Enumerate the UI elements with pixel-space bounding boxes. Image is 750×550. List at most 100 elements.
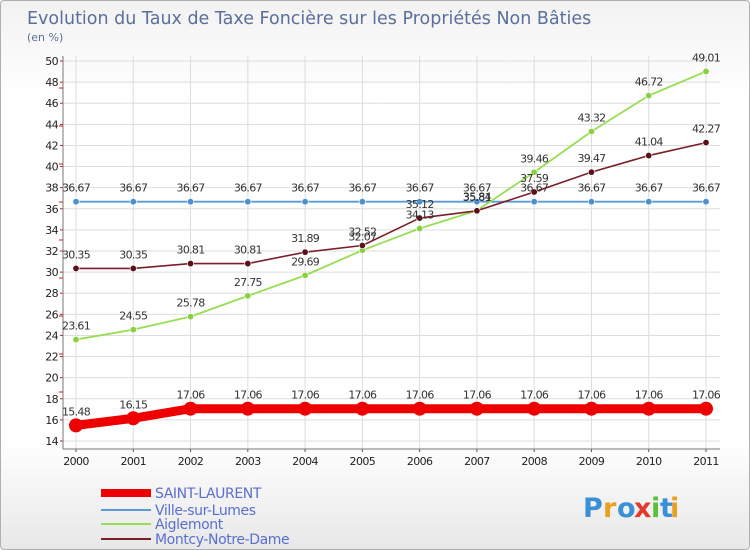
data-point: [645, 198, 653, 206]
y-tick-label: 44: [45, 118, 58, 131]
chart-title: Evolution du Taux de Taxe Foncière sur l…: [27, 9, 591, 29]
data-label: 41.04: [635, 136, 664, 149]
data-label: 29.69: [291, 255, 320, 268]
data-point: [129, 264, 137, 272]
y-tick-label: 42: [45, 139, 58, 152]
chart-subtitle: (en %): [27, 31, 63, 44]
data-point: [702, 198, 710, 206]
data-label: 17.06: [463, 389, 492, 402]
data-point: [469, 401, 484, 416]
data-label: 36.67: [291, 182, 320, 195]
data-point: [530, 168, 538, 176]
data-label: 31.89: [291, 232, 320, 245]
data-point: [72, 264, 80, 272]
y-tick-label: 40: [45, 161, 58, 174]
data-point: [645, 92, 653, 100]
y-tick-label: 32: [45, 245, 58, 258]
data-point: [530, 198, 538, 206]
data-label: 32.52: [348, 226, 376, 239]
data-point: [126, 411, 141, 426]
data-label: 36.67: [577, 182, 606, 195]
y-tick-label: 20: [45, 372, 58, 385]
logo-letter: t: [660, 493, 673, 524]
data-point: [244, 292, 252, 300]
data-label: 32.07: [348, 230, 377, 243]
y-tick-label: 22: [45, 351, 58, 364]
y-tick-label: 30: [45, 266, 58, 279]
y-tick-label: 24: [45, 329, 58, 342]
data-point: [244, 198, 252, 206]
data-point: [527, 401, 542, 416]
data-point: [355, 401, 370, 416]
data-label: 35.84: [463, 190, 492, 203]
data-label: 17.06: [692, 389, 721, 402]
data-point: [72, 336, 80, 344]
data-point: [702, 139, 710, 147]
data-label: 34.13: [406, 209, 435, 222]
data-point: [587, 168, 595, 176]
x-tick-label: 2006: [407, 455, 433, 468]
x-tick-label: 2011: [693, 455, 719, 468]
data-point: [641, 401, 656, 416]
data-label: 36.67: [635, 182, 664, 195]
x-tick-label: 2005: [350, 455, 376, 468]
data-label: 36.67: [463, 182, 492, 195]
logo-letter: r: [603, 493, 617, 524]
data-label: 36.67: [177, 182, 206, 195]
data-point: [699, 401, 713, 416]
y-tick-label: 14: [45, 435, 58, 448]
data-point: [129, 326, 137, 334]
grid-layer: [63, 56, 720, 449]
y-tick-label: 36: [45, 203, 58, 216]
data-label: 35.12: [406, 198, 434, 211]
data-point: [298, 401, 313, 416]
y-tick-label: 28: [45, 287, 58, 300]
data-label: 17.06: [291, 389, 320, 402]
data-point: [301, 198, 309, 206]
axis-layer: 14 16 18 20 22 24 26 28 30 32 34 36 38 40 42 44 46 48 50 20…: [45, 55, 720, 468]
y-tick-label: 16: [45, 414, 58, 427]
data-label: 30.81: [234, 244, 262, 257]
data-label: 17.06: [635, 389, 664, 402]
data-label: 25.78: [177, 297, 206, 310]
data-label: 36.67: [348, 182, 377, 195]
data-label: 36.67: [62, 182, 91, 195]
x-tick-label: 2009: [579, 455, 605, 468]
data-point: [187, 313, 195, 321]
data-point: [473, 207, 481, 215]
data-point: [69, 418, 83, 433]
logo-letter: x: [634, 493, 651, 524]
data-point: [416, 225, 424, 233]
data-label: 17.06: [577, 389, 606, 402]
data-point: [240, 401, 255, 416]
data-label: 36.67: [406, 182, 435, 195]
data-point: [301, 248, 309, 256]
data-label: 15.48: [62, 405, 91, 418]
legend: SAINT-LAURENTVille-sur-LumesAiglemontMon…: [101, 486, 290, 548]
data-label: 43.32: [577, 112, 605, 125]
series-layer: [69, 67, 713, 433]
x-tick-label: 2010: [636, 455, 662, 468]
data-point: [412, 401, 427, 416]
logo-letter: i: [651, 493, 660, 524]
data-point: [587, 128, 595, 136]
series-line-3: [75, 141, 707, 270]
data-point: [584, 401, 599, 416]
legend-label: SAINT-LAURENT: [155, 486, 262, 502]
data-label: 46.72: [635, 76, 663, 89]
data-point: [129, 198, 137, 206]
x-tick-label: 2001: [120, 455, 146, 468]
data-label: 36.67: [520, 182, 549, 195]
data-label: 39.46: [520, 152, 549, 165]
x-tick-label: 2000: [63, 455, 89, 468]
data-label: 39.47: [577, 152, 606, 165]
x-tick-label: 2003: [235, 455, 261, 468]
data-point: [301, 271, 309, 279]
data-point: [358, 242, 366, 250]
series-line-2: [75, 70, 707, 341]
data-label: 36.67: [119, 182, 148, 195]
data-label: 30.35: [119, 248, 148, 261]
data-label: 17.06: [520, 389, 549, 402]
